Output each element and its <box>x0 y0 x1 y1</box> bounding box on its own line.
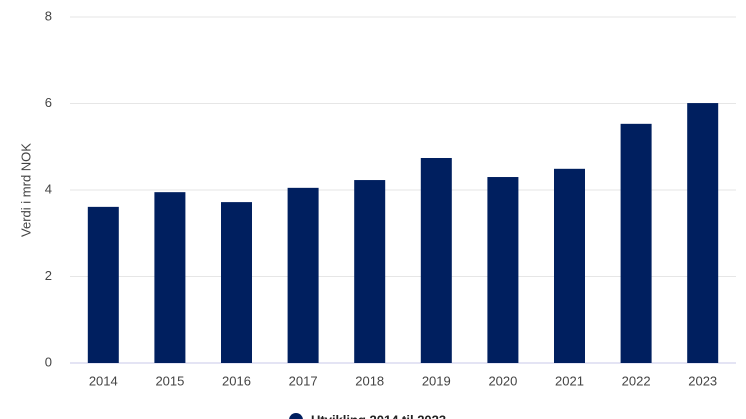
y-tick-label: 0 <box>45 354 52 369</box>
bar <box>154 192 186 363</box>
bar <box>287 187 319 363</box>
bar <box>620 123 652 363</box>
y-tick-label: 2 <box>45 268 52 283</box>
bar <box>420 157 452 363</box>
bar <box>221 202 252 363</box>
y-tick-label: 6 <box>45 95 52 110</box>
x-tick-label: 2023 <box>688 373 717 388</box>
y-axis-label: Verdi i mrd NOK <box>18 143 33 237</box>
x-tick-label: 2018 <box>355 373 384 388</box>
x-tick-label: 2022 <box>622 373 651 388</box>
y-tick-label: 8 <box>45 8 52 23</box>
legend-marker <box>289 413 303 419</box>
bar <box>687 103 719 363</box>
x-tick-label: 2021 <box>555 373 584 388</box>
x-tick-label: 2017 <box>289 373 318 388</box>
x-tick-label: 2020 <box>488 373 517 388</box>
bar <box>487 177 519 363</box>
x-tick-label: 2014 <box>89 373 118 388</box>
x-tick-label: 2016 <box>222 373 251 388</box>
x-tick-label: 2019 <box>422 373 451 388</box>
bar <box>354 180 386 363</box>
legend-text: Utvikling 2014 til 2023 <box>311 412 446 419</box>
bar <box>87 206 119 363</box>
bar <box>554 168 585 363</box>
y-tick-label: 4 <box>45 181 52 196</box>
x-tick-label: 2015 <box>155 373 184 388</box>
